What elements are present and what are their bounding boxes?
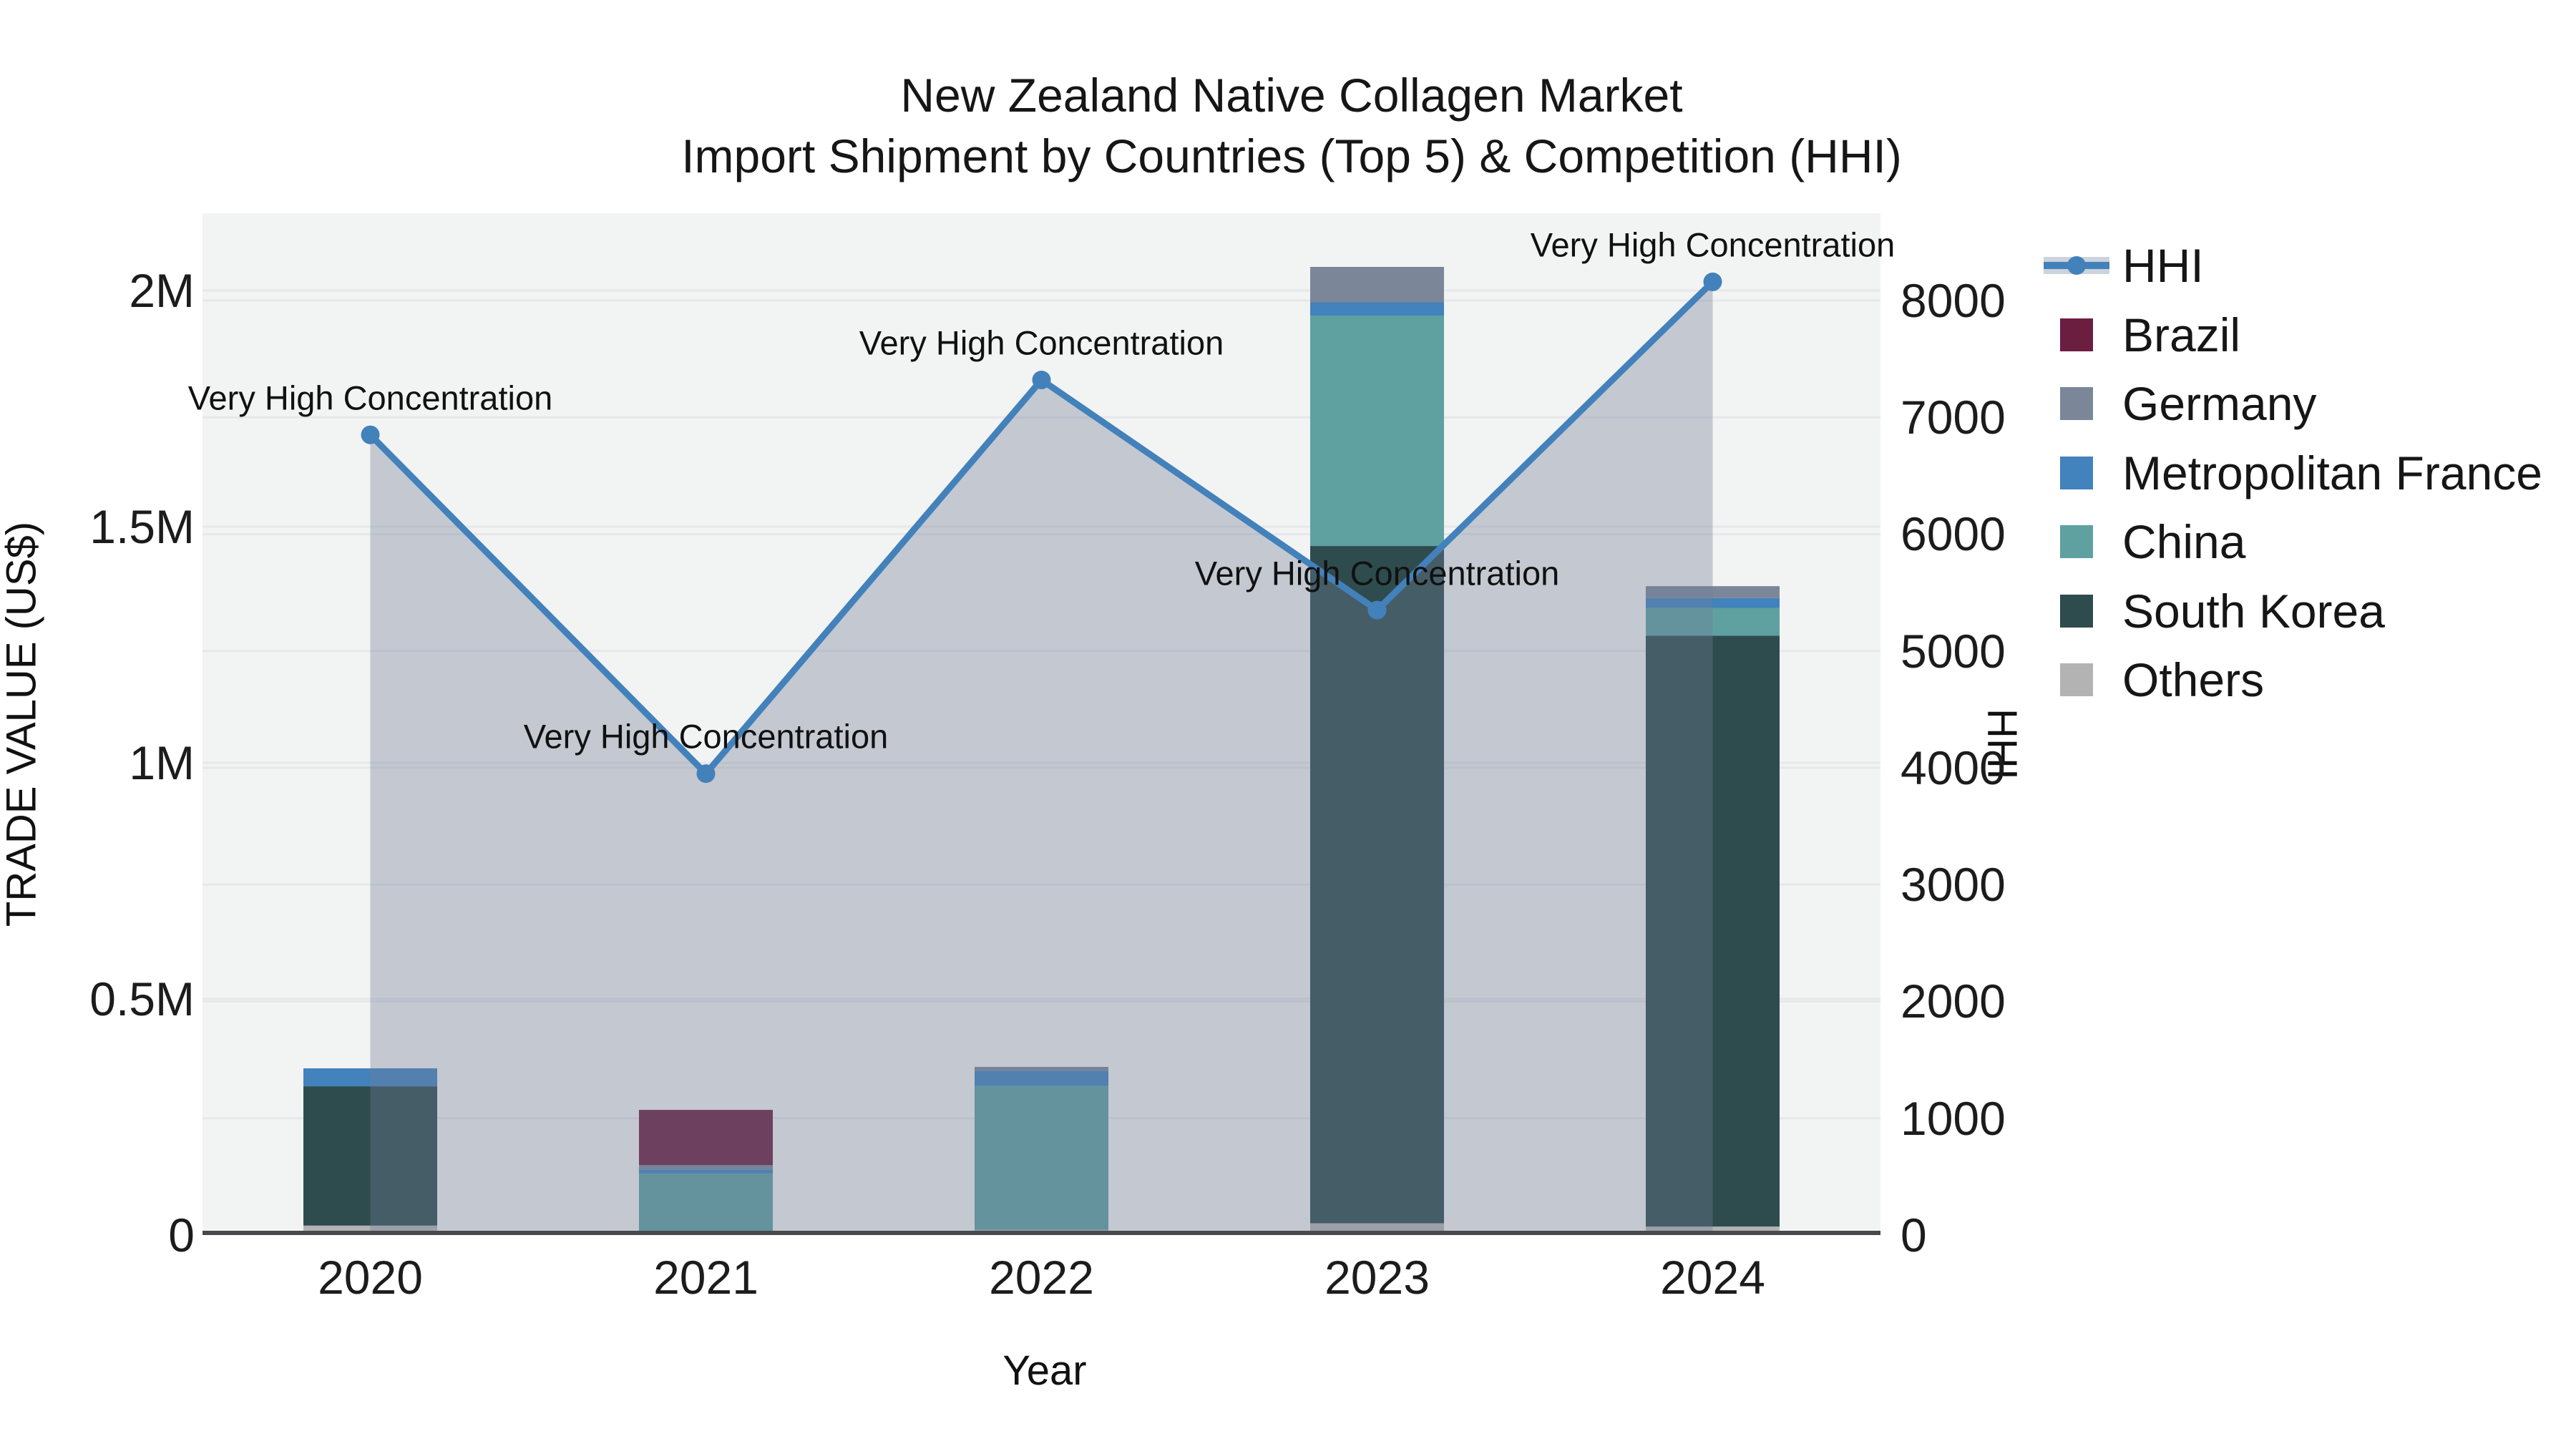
x-axis-tick-2021: 2021 [653, 1251, 758, 1304]
plot-canvas [203, 266, 1880, 1235]
bar-segment-metropolitan-france-2021[interactable] [639, 1169, 773, 1174]
bar-segment-germany-2024[interactable] [1646, 586, 1780, 598]
legend-item-south-korea[interactable]: South Korea [2036, 577, 2385, 645]
hhi-marker-2022[interactable] [1032, 370, 1051, 389]
bar-segment-china-2021[interactable] [639, 1174, 773, 1233]
annotation-2020: Very High Concentration [187, 379, 553, 417]
color-swatch-south-korea [2060, 594, 2093, 628]
right-axis-tick-1000: 1000 [1901, 1091, 2006, 1145]
annotation-2024: Very High Concentration [1530, 225, 1896, 264]
bar-segment-brazil-2021[interactable] [639, 1110, 773, 1166]
right-axis-tick-6000: 6000 [1901, 507, 2006, 561]
bar-segment-metropolitan-france-2020[interactable] [303, 1068, 437, 1087]
legend-item-brazil[interactable]: Brazil [2036, 301, 2240, 369]
hhi-marker-2023[interactable] [1367, 600, 1387, 620]
left-axis-title: TRADE VALUE (US$) [0, 521, 45, 927]
right-axis-tick-2000: 2000 [1901, 975, 2006, 1028]
right-axis-tick-7000: 7000 [1901, 391, 2006, 444]
hhi-line-swatch-icon [2036, 255, 2117, 276]
bar-segment-germany-2021[interactable] [639, 1165, 773, 1170]
legend-item-metropolitan-france[interactable]: Metropolitan France [2036, 439, 2542, 507]
bar-segment-metropolitan-france-2022[interactable] [975, 1070, 1108, 1086]
legend-swatch-icon [2036, 387, 2117, 420]
left-axis-tick-0: 0 [168, 1209, 195, 1262]
bar-segment-germany-2023[interactable] [1310, 266, 1444, 303]
legend-label: Germany [2122, 377, 2317, 430]
left-axis-tick-1.5M: 1.5M [89, 499, 195, 553]
legend-swatch-icon [2036, 318, 2117, 351]
hhi-marker-swatch [2067, 256, 2086, 275]
x-axis-tick-2022: 2022 [989, 1251, 1094, 1304]
right-axis-tick-3000: 3000 [1901, 858, 2006, 912]
legend-swatch-icon [2036, 456, 2117, 489]
bar-segment-metropolitan-france-2023[interactable] [1310, 302, 1444, 316]
annotation-2023: Very High Concentration [1194, 554, 1560, 592]
left-axis-tick-1M: 1M [129, 736, 195, 789]
hhi-swatch [2044, 255, 2109, 276]
x-axis-tick-2020: 2020 [318, 1251, 423, 1304]
right-axis-tick-5000: 5000 [1901, 624, 2006, 678]
legend-item-china[interactable]: China [2036, 507, 2245, 576]
legend-label: China [2122, 515, 2246, 568]
annotation-2022: Very High Concentration [859, 323, 1224, 362]
legend-label: HHI [2122, 239, 2204, 292]
legend-item-others[interactable]: Others [2036, 645, 2264, 714]
chart-title-line1: New Zealand Native Collagen Market [900, 69, 1683, 122]
bar-segment-germany-2022[interactable] [975, 1067, 1108, 1071]
legend-swatch-icon [2036, 594, 2117, 628]
right-axis-tick-0: 0 [1901, 1209, 1927, 1262]
hhi-marker-2020[interactable] [361, 425, 380, 444]
annotation-2021: Very High Concentration [523, 717, 889, 756]
color-swatch-others [2060, 663, 2093, 696]
bar-segment-china-2023[interactable] [1310, 315, 1444, 547]
chart-title-line2: Import Shipment by Countries (Top 5) & C… [681, 130, 1902, 182]
bar-segment-south-korea-2024[interactable] [1646, 635, 1780, 1227]
right-axis-tick-4000: 4000 [1901, 741, 2006, 794]
color-swatch-germany [2060, 387, 2093, 420]
bar-segment-china-2024[interactable] [1646, 608, 1780, 636]
legend-swatch-icon [2036, 663, 2117, 696]
legend-label: Metropolitan France [2122, 446, 2542, 499]
color-swatch-china [2060, 525, 2093, 558]
legend-item-hhi[interactable]: HHI [2036, 231, 2204, 300]
right-axis-tick-8000: 8000 [1901, 273, 2006, 327]
left-axis-tick-0.5M: 0.5M [89, 972, 195, 1025]
legend-label: Brazil [2122, 308, 2241, 361]
legend-item-germany[interactable]: Germany [2036, 369, 2316, 438]
hhi-marker-2021[interactable] [696, 764, 716, 784]
x-axis-tick-2024: 2024 [1660, 1251, 1765, 1304]
hhi-marker-2024[interactable] [1703, 272, 1722, 291]
bar-segment-south-korea-2020[interactable] [303, 1086, 437, 1226]
color-swatch-brazil [2060, 318, 2093, 351]
legend-label: South Korea [2122, 584, 2385, 638]
bar-segment-china-2022[interactable] [975, 1085, 1108, 1230]
left-axis-tick-2M: 2M [129, 263, 195, 317]
x-axis-tick-2023: 2023 [1324, 1251, 1430, 1304]
legend-label: Others [2122, 653, 2265, 706]
color-swatch-metropolitan-france [2060, 456, 2093, 489]
bar-segment-metropolitan-france-2024[interactable] [1646, 597, 1780, 608]
bar-segment-south-korea-2023[interactable] [1310, 546, 1444, 1224]
x-axis-title: Year [1002, 1347, 1087, 1394]
hhi-area-fill [370, 281, 1713, 1235]
legend-swatch-icon [2036, 525, 2117, 558]
